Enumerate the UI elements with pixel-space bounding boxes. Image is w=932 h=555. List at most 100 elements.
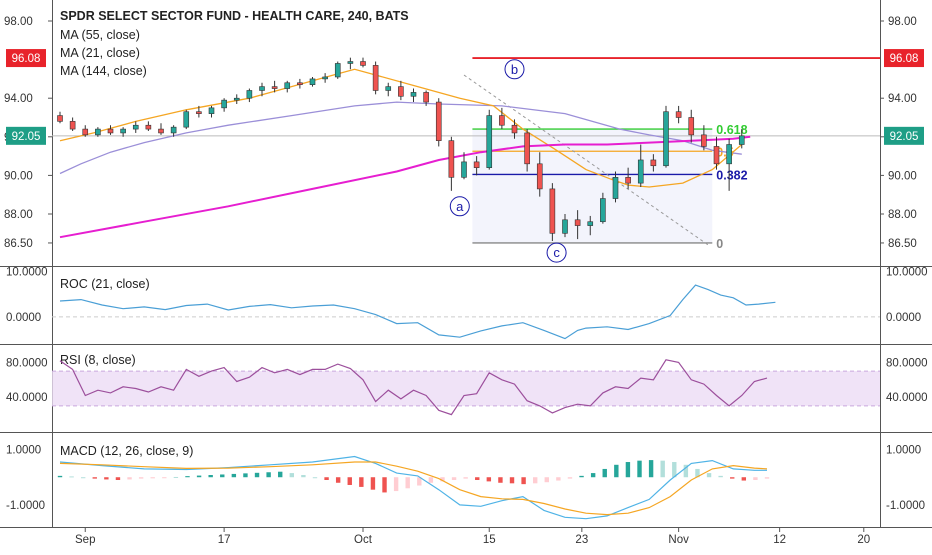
candle-body <box>473 161 480 168</box>
macd-histogram-bar <box>741 477 747 481</box>
macd-histogram-bar <box>730 477 735 479</box>
y-tick-label-right: 86.50 <box>888 238 917 250</box>
y-tick-label-left: 98.00 <box>4 16 33 28</box>
y-tick-label-left: 88.00 <box>4 209 33 221</box>
macd-histogram-bar <box>220 474 225 478</box>
macd-histogram-bar <box>614 464 619 478</box>
macd-histogram-bar <box>335 477 341 483</box>
y-tick-label-right: 98.00 <box>888 16 917 28</box>
macd-histogram-bar <box>208 475 213 478</box>
ma-line <box>59 68 743 188</box>
candle-body <box>612 177 619 199</box>
wave-label: a <box>456 199 464 214</box>
resistance-price-tag-right-bg <box>884 49 924 68</box>
macd-tick-right: 1.0000 <box>886 445 921 457</box>
y-tick-label-right: 88.00 <box>888 209 917 221</box>
candle-body <box>625 177 631 184</box>
candle-body <box>435 101 442 141</box>
candle-body <box>688 117 695 136</box>
candle-body <box>309 78 316 85</box>
macd-histogram-bar <box>278 471 283 478</box>
candle-body <box>132 124 139 130</box>
last-price-tag-left-bg <box>6 126 46 145</box>
rsi-tick-left: 80.0000 <box>6 357 48 369</box>
candle-body <box>334 63 341 78</box>
macd-histogram-bar <box>150 477 155 479</box>
macd-histogram-bar <box>393 477 399 492</box>
candle-body <box>145 124 152 130</box>
macd-histogram-bar <box>556 477 561 481</box>
x-tick-label: 20 <box>857 534 870 546</box>
macd-histogram-bar <box>324 477 329 480</box>
macd-histogram-bar <box>231 473 237 478</box>
candle-body <box>738 135 745 145</box>
wave-label-circle <box>504 59 525 80</box>
y-tick-label-right: 90.00 <box>888 170 917 182</box>
macd-histogram-bar <box>753 477 758 480</box>
candle-body <box>284 82 291 89</box>
candle-body <box>360 61 366 66</box>
wave-label-circle <box>449 196 470 217</box>
macd-histogram-bar <box>683 464 689 478</box>
fib-level-label: 0.382 <box>716 168 747 182</box>
candle-body <box>511 124 518 134</box>
candle-body <box>562 219 568 234</box>
macd-histogram-bar <box>590 473 596 478</box>
candle-body <box>536 163 543 190</box>
rsi-title: RSI (8, close) <box>60 353 136 367</box>
macd-histogram-bar <box>115 477 121 480</box>
macd-histogram-bar <box>579 475 584 478</box>
roc-tick-right: 10.0000 <box>886 267 928 279</box>
candle-body <box>600 198 606 223</box>
macd-histogram-bar <box>486 477 492 482</box>
candle-body <box>524 132 530 165</box>
candle-body <box>82 128 89 136</box>
y-tick-label-left: 94.00 <box>4 93 33 105</box>
candle-body <box>347 61 354 64</box>
macd-histogram-bar <box>648 460 654 478</box>
macd-tick-left: 1.0000 <box>6 445 41 457</box>
macd-histogram-bar <box>104 477 109 480</box>
x-tick-label: Sep <box>75 534 95 546</box>
macd-histogram-bar <box>254 472 260 478</box>
candle-body <box>57 115 63 122</box>
roc-title: ROC (21, close) <box>60 277 150 291</box>
macd-line <box>59 455 767 520</box>
candle-body <box>461 161 467 178</box>
candle-body <box>675 111 682 118</box>
candle-body <box>158 128 164 134</box>
macd-histogram-bar <box>301 475 306 478</box>
candle-body <box>410 92 417 97</box>
macd-histogram-bar <box>138 477 144 479</box>
candle-body <box>650 159 657 167</box>
resistance-price-tag-right: 96.08 <box>890 53 919 65</box>
macd-histogram-bar <box>637 460 642 478</box>
x-tick-label: 17 <box>218 534 231 546</box>
candle-body <box>107 128 114 134</box>
macd-histogram-bar <box>127 477 132 480</box>
y-tick-label-right: 94.00 <box>888 93 917 105</box>
y-tick-label-left: 86.50 <box>4 238 33 250</box>
macd-histogram-bar <box>266 472 271 478</box>
candle-body <box>574 219 581 226</box>
macd-histogram-bar <box>602 468 607 478</box>
x-tick-label: 23 <box>575 534 588 546</box>
last-price-tag-right: 92.05 <box>890 131 919 143</box>
macd-histogram-bar <box>764 477 770 479</box>
macd-tick-right: -1.0000 <box>886 500 925 512</box>
macd-histogram-bar <box>289 473 295 478</box>
macd-histogram-bar <box>544 477 549 483</box>
candle-body <box>322 76 328 80</box>
candle-body <box>95 128 101 136</box>
candle-body <box>448 140 455 178</box>
candle-body <box>120 128 126 134</box>
x-tick-label: Oct <box>354 534 373 546</box>
macd-histogram-bar <box>498 477 503 483</box>
candle-body <box>385 86 392 91</box>
macd-histogram-bar <box>440 477 445 482</box>
candle-body <box>271 86 278 89</box>
y-tick-label-left: 90.00 <box>4 170 33 182</box>
macd-histogram-bar <box>80 477 86 479</box>
